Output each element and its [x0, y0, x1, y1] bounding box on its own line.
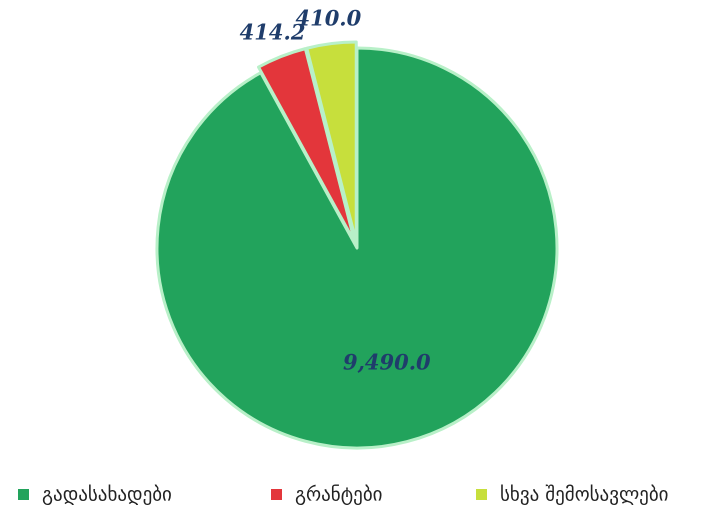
value-label: 9,490.0 — [343, 350, 431, 375]
legend-swatch — [271, 489, 282, 500]
legend-label: გადასახადები — [42, 484, 172, 506]
value-label: 410.0 — [295, 5, 361, 30]
pie-slice — [155, 46, 559, 450]
pie-slice — [305, 40, 358, 244]
legend-label: სხვა შემოსავლები — [500, 484, 669, 506]
pie-slice — [257, 47, 357, 244]
legend-swatch — [476, 489, 487, 500]
legend-label: გრანტები — [295, 484, 383, 506]
legend-swatch — [18, 489, 29, 500]
value-label: 414.2 — [240, 20, 306, 45]
